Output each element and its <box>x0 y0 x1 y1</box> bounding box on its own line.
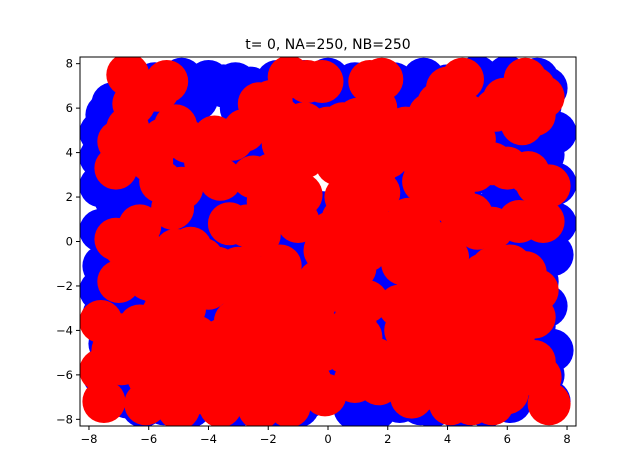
x-tick-label: 0 <box>324 432 331 446</box>
data-point-series-2 <box>315 142 359 186</box>
data-point-series-2 <box>521 200 565 243</box>
y-tick-label: 4 <box>66 146 73 160</box>
x-tick-label: −4 <box>200 432 217 446</box>
data-point-series-2 <box>91 328 135 372</box>
data-point-series-2 <box>82 380 126 423</box>
data-point-series-2 <box>441 57 484 101</box>
data-point-series-2 <box>420 177 463 221</box>
data-point-series-2 <box>512 93 556 137</box>
data-point-series-2 <box>527 382 571 426</box>
chart-title: t= 0, NA=250, NB=250 <box>245 37 410 53</box>
data-point-series-2 <box>103 224 147 268</box>
data-point-series-2 <box>527 164 571 208</box>
x-tick-label: 8 <box>563 432 570 446</box>
y-tick-label: 2 <box>66 190 73 204</box>
data-point-series-2 <box>282 135 326 179</box>
x-tick-label: −8 <box>80 432 97 446</box>
data-point-series-2 <box>276 200 320 243</box>
y-tick-label: 6 <box>66 101 73 115</box>
data-point-series-2 <box>282 102 326 146</box>
data-point-series-2 <box>443 322 487 366</box>
data-point-series-2 <box>151 186 195 230</box>
data-point-series-2 <box>339 315 383 359</box>
data-point-series-2 <box>297 260 341 303</box>
y-tick-label: −2 <box>56 279 73 293</box>
data-point-series-2 <box>387 348 431 392</box>
data-point-series-2 <box>300 60 344 103</box>
data-point-series-2 <box>366 135 410 179</box>
data-point-series-2 <box>94 146 138 190</box>
x-tick-label: −2 <box>260 432 277 446</box>
y-tick-label: −6 <box>56 368 73 382</box>
data-point-series-2 <box>237 213 281 257</box>
y-tick-label: 8 <box>66 57 73 71</box>
x-tick-label: 4 <box>444 432 451 446</box>
x-tick-label: 2 <box>384 432 391 446</box>
data-point-series-2 <box>198 157 242 201</box>
y-tick-label: −8 <box>56 412 73 426</box>
y-tick-label: −4 <box>56 323 73 337</box>
data-point-series-2 <box>449 382 493 426</box>
y-tick-label: 0 <box>66 235 73 249</box>
data-point-series-2 <box>258 244 302 288</box>
data-point-series-2 <box>411 242 455 286</box>
data-point-series-2 <box>195 246 239 290</box>
data-point-series-2 <box>145 60 189 103</box>
x-tick-label: 6 <box>504 432 511 446</box>
data-point-series-2 <box>97 260 141 303</box>
x-tick-label: −6 <box>140 432 157 446</box>
